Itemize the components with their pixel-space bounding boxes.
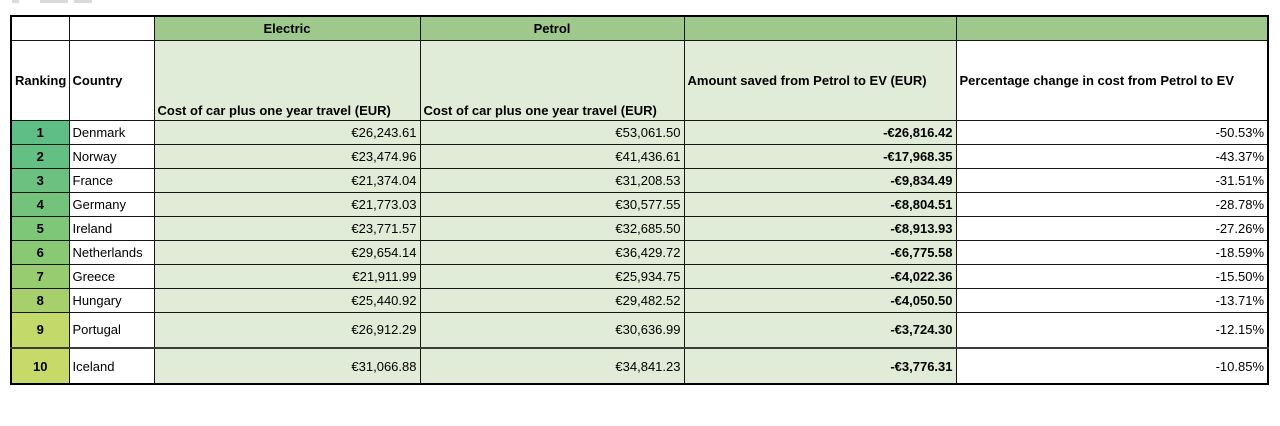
cell-electric-cost[interactable]: €23,771.57: [153, 215, 421, 241]
cell-country[interactable]: Norway: [68, 143, 155, 169]
cell-empty-country-band[interactable]: [68, 15, 155, 41]
column-header-row: Ranking Country Cost of car plus one yea…: [10, 39, 1269, 121]
table-row: 4 Germany €21,773.03 €30,577.55 -€8,804.…: [10, 191, 1269, 217]
cell-percentage[interactable]: -12.15%: [955, 311, 1269, 349]
table-row: 1 Denmark €26,243.61 €53,061.50 -€26,816…: [10, 119, 1269, 145]
cell-rank[interactable]: 8: [10, 287, 70, 313]
cell-rank[interactable]: 2: [10, 143, 70, 169]
cell-percentage[interactable]: -50.53%: [955, 119, 1269, 145]
cell-amount-saved[interactable]: -€9,834.49: [683, 167, 957, 193]
spreadsheet-table-area: Electric Petrol Ranking Country Cost of …: [10, 15, 1269, 385]
cell-petrol-cost[interactable]: €30,577.55: [419, 191, 685, 217]
cell-amount-saved[interactable]: -€3,776.31: [683, 347, 957, 385]
cell-amount-saved[interactable]: -€6,775.58: [683, 239, 957, 265]
cell-electric-cost[interactable]: €21,911.99: [153, 263, 421, 289]
cell-percentage[interactable]: -18.59%: [955, 239, 1269, 265]
cell-amount-saved[interactable]: -€8,804.51: [683, 191, 957, 217]
cell-rank[interactable]: 3: [10, 167, 70, 193]
clipped-text-fragment: [12, 0, 98, 3]
cell-petrol-cost[interactable]: €53,061.50: [419, 119, 685, 145]
cell-rank[interactable]: 10: [10, 347, 70, 385]
table-row: 9 Portugal €26,912.29 €30,636.99 -€3,724…: [10, 311, 1269, 349]
cell-rank[interactable]: 1: [10, 119, 70, 145]
cell-country[interactable]: Netherlands: [68, 239, 155, 265]
table-row: 6 Netherlands €29,654.14 €36,429.72 -€6,…: [10, 239, 1269, 265]
cell-amount-saved[interactable]: -€3,724.30: [683, 311, 957, 349]
table-row: 3 France €21,374.04 €31,208.53 -€9,834.4…: [10, 167, 1269, 193]
cell-country[interactable]: Portugal: [68, 311, 155, 349]
cell-amount-saved[interactable]: -€26,816.42: [683, 119, 957, 145]
cell-electric-cost[interactable]: €23,474.96: [153, 143, 421, 169]
cell-petrol-cost[interactable]: €36,429.72: [419, 239, 685, 265]
cell-percentage[interactable]: -13.71%: [955, 287, 1269, 313]
cell-electric-cost[interactable]: €26,243.61: [153, 119, 421, 145]
cell-petrol-cost[interactable]: €41,436.61: [419, 143, 685, 169]
cell-amount-saved[interactable]: -€17,968.35: [683, 143, 957, 169]
cell-country[interactable]: Germany: [68, 191, 155, 217]
cell-electric-cost[interactable]: €21,374.04: [153, 167, 421, 193]
header-petrol-cost[interactable]: Cost of car plus one year travel (EUR): [419, 39, 685, 121]
cell-country[interactable]: Greece: [68, 263, 155, 289]
cell-petrol-cost[interactable]: €30,636.99: [419, 311, 685, 349]
cost-comparison-table: Electric Petrol Ranking Country Cost of …: [10, 15, 1269, 385]
cell-rank[interactable]: 9: [10, 311, 70, 349]
cell-petrol-cost[interactable]: €25,934.75: [419, 263, 685, 289]
cell-percentage[interactable]: -28.78%: [955, 191, 1269, 217]
cell-amount-saved[interactable]: -€4,022.36: [683, 263, 957, 289]
cell-country[interactable]: Ireland: [68, 215, 155, 241]
cell-amount-saved[interactable]: -€4,050.50: [683, 287, 957, 313]
header-electric-cost[interactable]: Cost of car plus one year travel (EUR): [153, 39, 421, 121]
cell-percentage[interactable]: -15.50%: [955, 263, 1269, 289]
cell-petrol-cost[interactable]: €31,208.53: [419, 167, 685, 193]
cell-rank[interactable]: 5: [10, 215, 70, 241]
group-header-petrol[interactable]: Petrol: [419, 15, 685, 41]
group-header-percent-band[interactable]: [955, 15, 1269, 41]
cell-petrol-cost[interactable]: €34,841.23: [419, 347, 685, 385]
cell-electric-cost[interactable]: €26,912.29: [153, 311, 421, 349]
cell-percentage[interactable]: -27.26%: [955, 215, 1269, 241]
cell-country[interactable]: Denmark: [68, 119, 155, 145]
cell-petrol-cost[interactable]: €32,685.50: [419, 215, 685, 241]
cell-electric-cost[interactable]: €21,773.03: [153, 191, 421, 217]
header-ranking[interactable]: Ranking: [10, 39, 70, 121]
table-row: 10 Iceland €31,066.88 €34,841.23 -€3,776…: [10, 347, 1269, 385]
cell-country[interactable]: Hungary: [68, 287, 155, 313]
group-header-saved-band[interactable]: [683, 15, 957, 41]
table-row: 8 Hungary €25,440.92 €29,482.52 -€4,050.…: [10, 287, 1269, 313]
header-percentage-change[interactable]: Percentage change in cost from Petrol to…: [955, 39, 1269, 121]
cell-country[interactable]: Iceland: [68, 347, 155, 385]
cell-rank[interactable]: 6: [10, 239, 70, 265]
cell-electric-cost[interactable]: €31,066.88: [153, 347, 421, 385]
group-header-row: Electric Petrol: [10, 15, 1269, 41]
table-row: 2 Norway €23,474.96 €41,436.61 -€17,968.…: [10, 143, 1269, 169]
cell-electric-cost[interactable]: €29,654.14: [153, 239, 421, 265]
group-header-electric[interactable]: Electric: [153, 15, 421, 41]
cell-percentage[interactable]: -31.51%: [955, 167, 1269, 193]
header-country[interactable]: Country: [68, 39, 155, 121]
cell-amount-saved[interactable]: -€8,913.93: [683, 215, 957, 241]
cell-empty-rank-band[interactable]: [10, 15, 70, 41]
cell-percentage[interactable]: -43.37%: [955, 143, 1269, 169]
cell-electric-cost[interactable]: €25,440.92: [153, 287, 421, 313]
cell-petrol-cost[interactable]: €29,482.52: [419, 287, 685, 313]
cell-percentage[interactable]: -10.85%: [955, 347, 1269, 385]
table-row: 5 Ireland €23,771.57 €32,685.50 -€8,913.…: [10, 215, 1269, 241]
cell-country[interactable]: France: [68, 167, 155, 193]
header-amount-saved[interactable]: Amount saved from Petrol to EV (EUR): [683, 39, 957, 121]
table-row: 7 Greece €21,911.99 €25,934.75 -€4,022.3…: [10, 263, 1269, 289]
cell-rank[interactable]: 7: [10, 263, 70, 289]
cell-rank[interactable]: 4: [10, 191, 70, 217]
